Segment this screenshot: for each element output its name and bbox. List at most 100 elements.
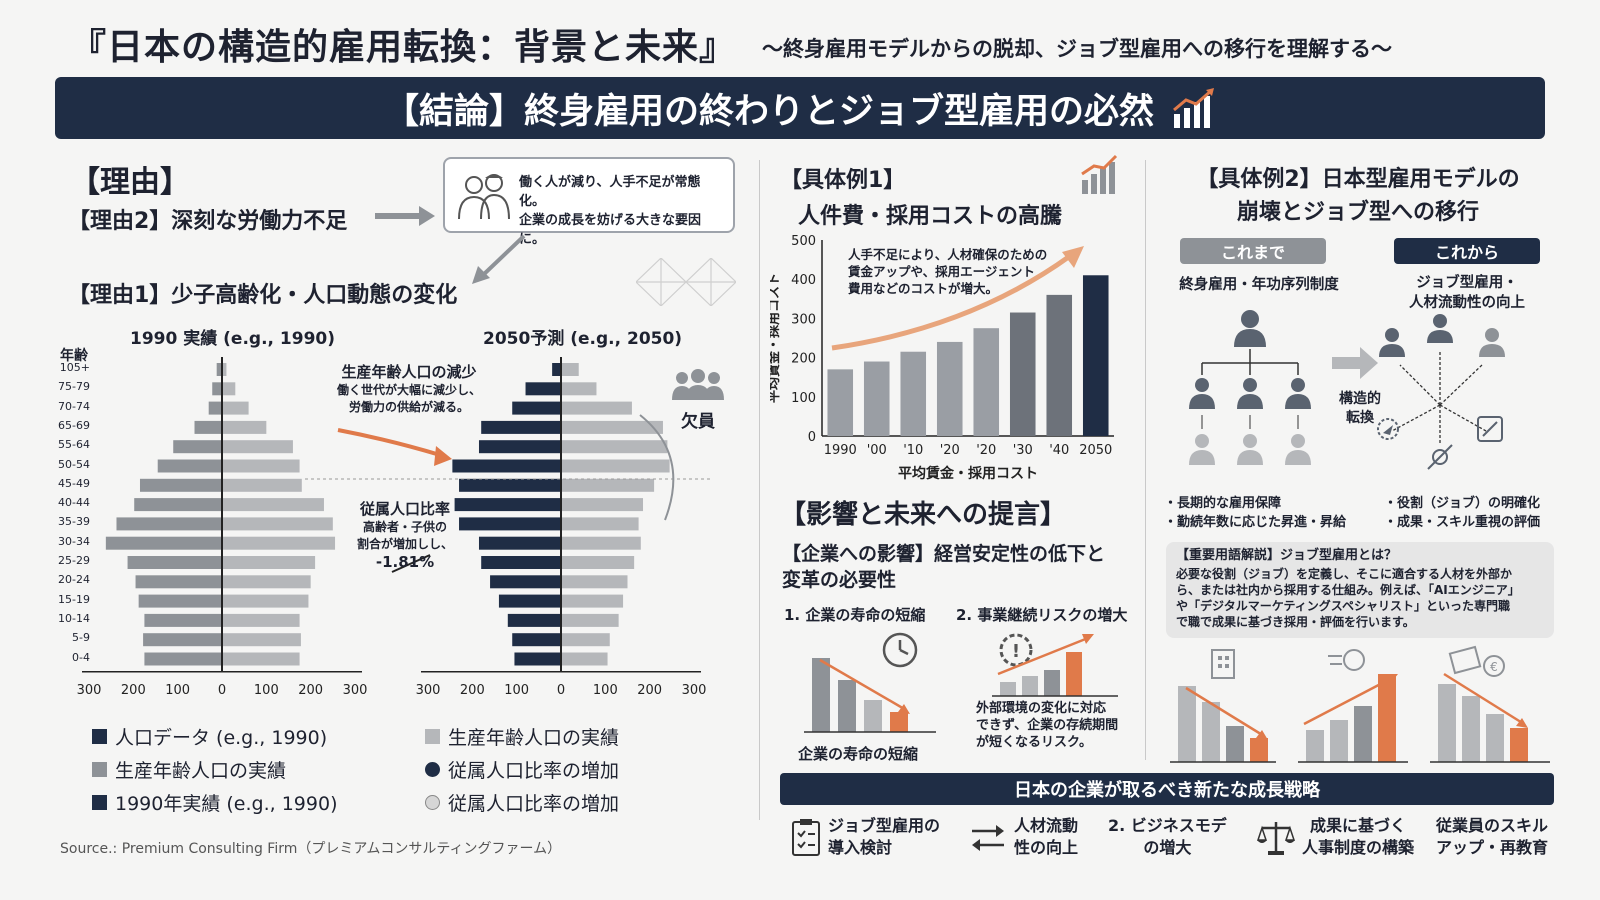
pyramid-2050-bar bbox=[561, 498, 644, 512]
example2-line-2: 崩壊とジョブ型への移行 bbox=[1236, 200, 1479, 225]
dependency-value: -1.81% bbox=[375, 553, 435, 571]
age-label: 0-4 bbox=[72, 650, 90, 664]
cost-bar bbox=[936, 341, 963, 436]
legend-swatch bbox=[92, 729, 107, 744]
age-label: 35-39 bbox=[58, 515, 90, 529]
impact-point-1: 1. 企業の寿命の短縮 bbox=[784, 606, 926, 624]
pyramid-1990-bar bbox=[222, 478, 302, 492]
pyramid-1990-bar bbox=[144, 652, 222, 666]
after-bullet-2: ・成果・スキル重視の評価 bbox=[1384, 515, 1541, 530]
labor-cost-chart: 0 100 200 300 400 500 1990 '00 '10 '20 '20 '30 '40 20… bbox=[770, 234, 1114, 482]
after-label: ジョブ型雇用・ 人材流動性の向上 bbox=[1384, 273, 1550, 313]
labor-shortage-callout: 働く人が減り、人手不足が常態化。 企業の成長を妨げる大きな要因に。 bbox=[443, 157, 735, 247]
age-label: 75-79 bbox=[58, 380, 90, 394]
glossary-box: 【重要用語解説】ジョブ型雇用とは？ 必要な役割（ジョブ）を定義し、そこに適合する… bbox=[1166, 542, 1554, 638]
glossary-line-4: で職で成果に基づき採用・評価を行います。 bbox=[1176, 615, 1415, 629]
vacancy-annotation: 欠員 bbox=[668, 368, 728, 432]
legend-swatch bbox=[425, 762, 440, 777]
pyramid-2050-bar bbox=[561, 594, 624, 608]
pyramid-tick-label: 200 bbox=[298, 683, 323, 698]
pyramid-1990-bar bbox=[135, 575, 222, 589]
lifespan-caption: 企業の寿命の短縮 bbox=[798, 745, 919, 763]
pyramid-1990-bar bbox=[222, 575, 311, 589]
pyramid-tick-label: 300 bbox=[682, 683, 707, 698]
example1-title: 人件費・採用コストの高騰 bbox=[798, 204, 1063, 229]
after-bullets: ・役割（ジョブ）の明確化 ・成果・スキル重視の評価 bbox=[1384, 494, 1540, 532]
pyramid-tick-label: 300 bbox=[77, 683, 102, 698]
cost-x-tick: '40 bbox=[1049, 443, 1069, 458]
strategy-business-model: 2. ビジネスモデ の増大 bbox=[1108, 815, 1227, 859]
glossary-line-2: ら、または社内から採用する仕組み。例えば、「AIエンジニア」 bbox=[1176, 583, 1520, 597]
pyramid-1990-bar bbox=[222, 363, 227, 376]
cost-bar bbox=[1046, 294, 1073, 436]
cost-y-tick: 400 bbox=[791, 273, 816, 288]
cost-bar bbox=[1082, 275, 1109, 436]
pyramid-2050-bar bbox=[481, 556, 561, 569]
cost-trend-arrow bbox=[831, 253, 1072, 351]
age-label: 105+ bbox=[59, 361, 90, 374]
pyramid-1990-bar bbox=[222, 459, 300, 473]
pyramid-2050-bar bbox=[478, 536, 561, 550]
pyramid-2050-bar bbox=[459, 517, 561, 531]
cost-x-tick: 2050 bbox=[1079, 443, 1112, 458]
legend-item: 従属人口比率の増加 bbox=[425, 756, 619, 783]
transition-label: 構造的 転換 bbox=[1320, 390, 1400, 428]
cost-x-tick: '00 bbox=[867, 443, 887, 458]
swap-arrows-icon bbox=[972, 825, 1004, 851]
strategy1-line-1: ジョブ型雇用の bbox=[828, 816, 941, 835]
decline-line-2: 労働力の供給が減る。 bbox=[348, 400, 469, 414]
growth-rise-chart bbox=[1298, 649, 1408, 763]
divider-right bbox=[1145, 160, 1146, 760]
callout-line-1: 働く人が減り、人手不足が常態化。 bbox=[519, 175, 701, 209]
reason-heading: 【理由】 bbox=[70, 165, 190, 200]
impact-heading: 【影響と未来への提言】 bbox=[780, 500, 1067, 530]
pyramid-1990-bar bbox=[222, 633, 301, 647]
pyramid-1990-bar bbox=[222, 382, 236, 396]
pyramid-1990-bar bbox=[222, 498, 324, 512]
cost-y-tick: 300 bbox=[791, 312, 816, 327]
pyramid-1990-bar bbox=[222, 401, 249, 415]
people-group-icon bbox=[672, 369, 724, 400]
divider-left bbox=[759, 160, 760, 820]
dependency-title: 従属人口比率 bbox=[359, 500, 450, 518]
pyramid-2050-bar bbox=[514, 652, 561, 666]
strategy-job-type: ジョブ型雇用の 導入検討 bbox=[790, 815, 940, 859]
risk-caption-line-2: できず、企業の存続期間 bbox=[976, 718, 1119, 733]
pyramid-tick-label: 200 bbox=[460, 683, 485, 698]
cost-y-axis-label: 平均賃金・採用コスト bbox=[770, 273, 782, 403]
pyramid-1990-bar bbox=[208, 401, 222, 415]
pyramid-1990-bar bbox=[127, 556, 222, 569]
before-bullet-1: ・長期的な雇用保障 bbox=[1164, 496, 1282, 511]
cost-chart-note: 人手不足により、人材確保のための 賃金アップや、採用エージェント 費用などのコス… bbox=[848, 246, 1047, 297]
cost-bar bbox=[863, 361, 890, 436]
pyramid-2050-bar bbox=[459, 478, 561, 492]
page-subtitle: 〜終身雇用モデルからの脱却、ジョブ型雇用への移行を理解する〜 bbox=[762, 37, 1392, 61]
pyramid-1990-bar bbox=[216, 363, 222, 376]
working-age-decline-annotation: 生産年齢人口の減少 働く世代が大幅に減少し、 労働力の供給が減る。 bbox=[318, 363, 500, 416]
transition-line-1: 構造的 bbox=[1339, 391, 1381, 407]
before-bullet-2: ・勤続年数に応じた昇進・昇給 bbox=[1164, 515, 1347, 530]
pyramid-tick-label: 100 bbox=[593, 683, 618, 698]
before-label: 終身雇用・年功序列制度 bbox=[1179, 277, 1339, 293]
impact-subheading: 【企業への影響】経営安定性の低下と 変革の必要性 bbox=[782, 541, 1105, 593]
pyramid-1990-bar bbox=[222, 536, 336, 550]
pyramid-1990-bar bbox=[139, 478, 222, 492]
pyramid-2050-bar bbox=[561, 536, 641, 550]
pyramid-2050-bar bbox=[490, 575, 561, 589]
decline-arrow bbox=[337, 428, 441, 457]
pyramid-2050-title: 2050予測 (e.g., 2050) bbox=[483, 329, 683, 349]
before-pill: これまで bbox=[1180, 238, 1326, 264]
pyramid-2050-bar bbox=[561, 401, 632, 415]
decline-arrowhead bbox=[434, 446, 452, 466]
strategy5-line-2: アップ・再教育 bbox=[1436, 838, 1549, 857]
pyramid-2050-bar bbox=[561, 440, 668, 454]
pyramid-2050-bar bbox=[452, 459, 561, 473]
cost-bar bbox=[900, 351, 927, 436]
dependency-ratio-annotation: 従属人口比率 高齢者・子供の 割合が増加しし、 -1.81% bbox=[340, 500, 470, 572]
cost-x-tick: '20 bbox=[940, 443, 960, 458]
risk-caption-line-1: 外部環境の変化に対応 bbox=[976, 701, 1107, 716]
pyramid-2050-bar bbox=[478, 440, 561, 454]
strategy-mobility: 人材流動 性の向上 bbox=[968, 815, 1078, 859]
building-decline-chart bbox=[1170, 649, 1276, 763]
pyramid-1990-bar bbox=[222, 613, 300, 627]
